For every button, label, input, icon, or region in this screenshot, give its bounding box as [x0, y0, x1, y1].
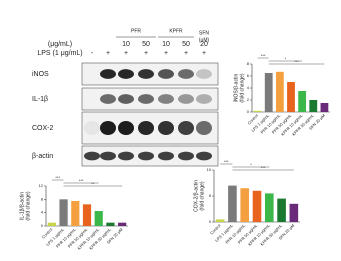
lps-sign: -: [91, 50, 94, 57]
bar: [118, 222, 127, 226]
y-axis-unit: (fold change): [239, 73, 245, 103]
blot-band: [138, 151, 154, 161]
bar: [215, 219, 225, 222]
bar: [264, 73, 273, 112]
significance-label: ***: [55, 175, 60, 180]
significance-label: ***: [224, 159, 229, 164]
blot-band: [196, 94, 212, 104]
significance-label: ***: [261, 165, 266, 170]
blot-band: [118, 69, 134, 79]
blot-row-label: iNOS: [32, 71, 49, 78]
bar: [59, 199, 68, 226]
bar: [228, 185, 237, 222]
significance-label: *: [285, 56, 287, 61]
y-tick-label: 4: [41, 210, 44, 215]
y-axis-unit: (fold change): [199, 181, 205, 211]
blot-band: [158, 94, 174, 104]
blot-band: [196, 120, 212, 136]
y-tick-label: 0: [41, 223, 44, 228]
bar: [240, 188, 250, 222]
blot-row-label: IL-1β: [32, 96, 48, 103]
blot-band: [178, 151, 194, 161]
y-tick-label: 8: [41, 196, 44, 201]
bar: [298, 91, 307, 112]
blot-band: [84, 120, 100, 136]
bar: [252, 190, 262, 222]
significance-label: **: [91, 181, 95, 186]
blot-row-label: COX-2: [32, 125, 54, 132]
blot-band: [178, 94, 194, 104]
dose-label: 10: [162, 41, 170, 48]
y-axis-label: COX-2/β-actin: [193, 180, 199, 212]
y-tick-label: 0: [209, 219, 212, 224]
bar: [309, 100, 318, 112]
bar: [287, 82, 295, 112]
blot-band: [178, 69, 194, 79]
blot-band: [158, 151, 174, 161]
bar: [264, 193, 274, 222]
blot-band: [138, 94, 154, 104]
sfn-unit: (μM): [199, 37, 210, 43]
y-tick-label: 0: [247, 109, 250, 114]
bar: [320, 103, 329, 112]
bar: [289, 203, 299, 222]
lps-sign: +: [164, 50, 168, 57]
lps-sign: +: [202, 50, 206, 57]
blot-band: [158, 120, 174, 136]
y-tick-label: 8: [247, 61, 250, 66]
blot-band: [100, 120, 116, 136]
y-tick-label: 6: [247, 73, 250, 78]
y-tick-label: 4: [247, 85, 250, 90]
blot-band: [100, 94, 116, 104]
blot-band: [158, 69, 174, 79]
dose-label: 10: [122, 41, 130, 48]
y-axis-unit: (fold change): [25, 191, 31, 221]
blot-band: [196, 69, 212, 79]
lps-sign: +: [106, 50, 110, 57]
blot-band: [138, 69, 154, 79]
unit-label: (μg/mL): [48, 41, 72, 48]
bar: [94, 211, 103, 226]
significance-label: ***: [294, 59, 299, 64]
lps-sign: +: [144, 50, 148, 57]
blot-row-label: β-actin: [32, 153, 53, 160]
dose-label: 20: [200, 41, 208, 48]
blot-band: [196, 151, 212, 161]
bar: [106, 222, 115, 226]
blot-band: [118, 120, 134, 136]
bar: [275, 71, 284, 112]
bar: [82, 204, 92, 226]
y-tick-label: 5: [209, 193, 212, 198]
bar: [253, 110, 262, 112]
blot-band: [118, 94, 134, 104]
y-tick-label: 2: [247, 97, 250, 102]
significance-label: ***: [79, 178, 84, 183]
lps-label: LPS (1 μg/mL): [37, 50, 82, 57]
group-label: KPFR: [169, 28, 183, 34]
lps-sign: +: [184, 50, 188, 57]
bar: [277, 198, 286, 222]
significance-label: ***: [261, 53, 266, 58]
blot-band: [138, 120, 154, 136]
y-axis-label: iNOS/β-actin: [233, 74, 239, 103]
significance-label: *: [250, 162, 252, 167]
lps-sign: +: [124, 50, 128, 57]
blot-band: [118, 151, 134, 161]
y-axis-label: IL-1β/β-actin: [19, 192, 25, 220]
blot-band: [178, 120, 194, 136]
y-tick-label: 12: [39, 183, 44, 188]
group-label: SFN: [199, 30, 209, 36]
bar: [71, 201, 80, 226]
blot-band: [84, 151, 100, 161]
y-tick-label: 10: [207, 167, 212, 172]
group-label: PFR: [131, 28, 141, 34]
blot-band: [100, 151, 116, 161]
bar: [47, 222, 56, 226]
dose-label: 50: [182, 41, 190, 48]
dose-label: 50: [142, 41, 150, 48]
blot-band: [100, 69, 116, 79]
